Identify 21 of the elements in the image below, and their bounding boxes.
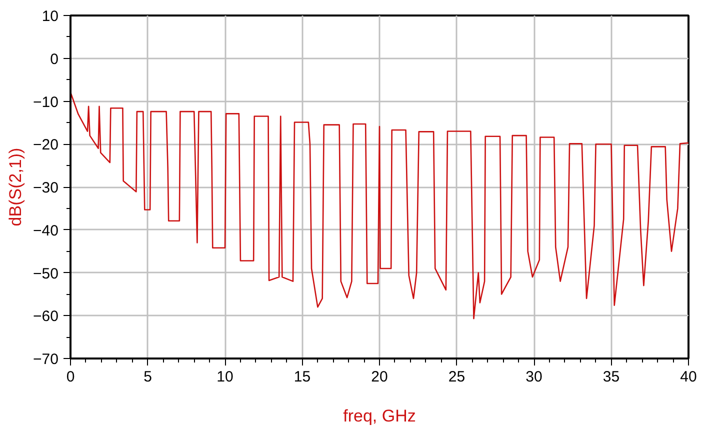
x-tick-label: 35 bbox=[602, 368, 620, 386]
y-tick-label: −30 bbox=[33, 180, 59, 196]
x-tick-label: 10 bbox=[216, 368, 234, 386]
line-series bbox=[70, 92, 688, 320]
y-tick-label: −60 bbox=[33, 308, 59, 326]
x-axis-title: freq, GHz bbox=[343, 406, 416, 426]
x-tick-label: 5 bbox=[144, 368, 152, 386]
y-tick-label: −20 bbox=[33, 136, 59, 154]
y-tick-label: −40 bbox=[33, 222, 59, 240]
y-tick-label: 10 bbox=[42, 8, 59, 25]
x-tick-label: 25 bbox=[448, 368, 466, 386]
x-tick-label: 40 bbox=[680, 368, 697, 386]
y-tick-label: −50 bbox=[33, 265, 59, 282]
y-axis-title: dB(S(2,1)) bbox=[6, 148, 26, 226]
x-tick-label: 30 bbox=[526, 368, 542, 386]
x-tick-label: 15 bbox=[294, 368, 311, 386]
y-tick-label: −10 bbox=[33, 94, 59, 111]
x-tick-label: 0 bbox=[66, 368, 75, 386]
y-tick-label: 0 bbox=[50, 50, 58, 68]
y-tick-label: −70 bbox=[33, 351, 59, 368]
x-tick-label: 20 bbox=[371, 368, 388, 386]
